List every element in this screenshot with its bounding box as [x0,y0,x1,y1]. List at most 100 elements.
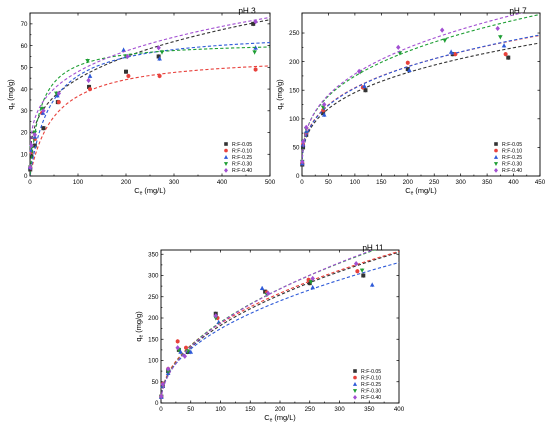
x-tick-label: 300 [334,406,345,413]
series-r-f-0-40-point [182,353,187,359]
legend-label: R:F-0.30 [502,162,522,168]
legend-label: R:F-0.30 [232,162,252,168]
series-r-f-0-30-point [159,50,165,55]
series-r-f-0-40-point [253,19,258,25]
x-tick-label: 100 [350,179,361,186]
legend-marker [223,155,229,159]
series-r-f-0-25-point [310,285,316,290]
x-tick-label: 400 [394,406,405,413]
series-r-f-0-10-point [183,345,188,350]
series-r-f-0-40-point [28,164,33,170]
legend-label: R:F-0.25 [361,382,381,388]
y-tick-label: 40 [21,86,28,93]
series-r-f-0-40-point [495,25,500,32]
legend-marker [353,369,357,373]
y-tick-label: 70 [21,21,28,28]
series-r-f-0-05-point [307,281,312,286]
series-r-f-0-40-point [125,53,130,60]
y-tick-label: 350 [148,251,159,258]
legend-marker [352,382,358,386]
series-r-f-0-25-point [188,349,194,354]
series-r-f-0-40-point [175,345,180,351]
legend-marker [223,162,229,166]
panel-ph-7: 0 50 100 150 200 250 300 350 400 450 0 50 100 150 200 2… [275,7,546,197]
series-r-f-0-40-point [159,393,164,399]
series-r-f-0-10-point [355,269,360,274]
x-axis-label: Ce (mg/L) [264,413,296,424]
y-axis-label: qe (mg/g) [6,79,17,109]
series-r-f-0-40-point [353,261,359,267]
series-r-f-0-10-point [253,67,258,72]
series-r-f-0-25-point [259,285,265,291]
y-axis-label: qe (mg/g) [275,79,286,109]
legend-label: R:F-0.10 [502,148,522,154]
x-tick-label: 150 [245,406,256,413]
series-r-f-0-25-point [87,73,93,78]
series-r-f-0-10-point [157,74,162,79]
series-r-f-0-40-point [322,101,327,108]
series-r-f-0-30-point [39,106,45,112]
series-r-f-0-25-point [55,93,60,98]
series-r-f-0-25-point [321,112,327,117]
y-tick-label: 10 [21,151,28,158]
series-r-f-0-05-fit-line [30,19,270,161]
series-r-f-0-25-point [407,67,412,72]
series-r-f-0-25-point [362,83,367,89]
series-r-f-0-40-point [304,124,309,130]
legend-marker [224,168,228,173]
x-tick-label: 400 [217,179,228,186]
legend-marker [352,389,358,393]
series-r-f-0-40-fit-line [302,13,524,163]
series-r-f-0-10-fit-line [161,250,399,399]
legend-marker [493,155,499,159]
series-r-f-0-30-point [252,50,257,55]
legend-marker [353,395,357,400]
y-tick-label: 50 [152,379,159,386]
series-r-f-0-10-point [175,339,180,344]
series-r-f-0-30-point [308,280,314,285]
legend-label: R:F-0.25 [502,155,522,161]
series-r-f-0-25-fit-line [161,261,399,399]
x-tick-label: 200 [403,179,414,186]
x-tick-label: 250 [305,406,316,413]
y-tick-label: 150 [148,336,159,343]
series-r-f-0-40-point [439,27,445,33]
series-r-f-0-10-fit-line [30,65,270,176]
y-tick-label: 30 [21,108,28,115]
series-r-f-0-40-point [356,68,362,74]
legend-label: R:F-0.25 [232,155,252,161]
legend-label: R:F-0.10 [232,148,252,154]
series-r-f-0-05-point [363,88,368,93]
series-r-f-0-05-point [506,55,511,60]
legend-label: R:F-0.10 [361,375,381,381]
series-r-f-0-05-point [321,111,326,116]
legend-label: R:F-0.40 [502,168,522,174]
series-r-f-0-25-point [501,43,507,48]
series-r-f-0-25-point [369,282,375,287]
legend-marker [353,375,357,380]
x-tick-label: 300 [456,179,467,186]
series-r-f-0-10-point [126,74,131,79]
series-r-f-0-40-point [265,290,271,296]
x-tick-label: 100 [73,179,84,186]
series-r-f-0-10-point [88,87,92,92]
y-axis-label: qe (mg/g) [134,311,145,341]
x-tick-label: 350 [482,179,493,186]
panel-title: pH 7 [509,7,527,16]
panel-title: pH 11 [362,244,384,253]
y-tick-label: 200 [148,315,159,322]
panel-title: pH 3 [238,7,256,16]
legend-marker [493,162,499,166]
x-tick-label: 350 [364,406,375,413]
series-r-f-0-05-point [41,126,46,131]
series-r-f-0-25-point [178,349,183,354]
series-r-f-0-40-point [396,44,401,50]
legend-label: R:F-0.40 [232,168,252,174]
series-r-f-0-40-point [156,45,161,51]
x-axis-label: Ce (mg/L) [134,186,166,197]
x-tick-label: 0 [159,406,163,413]
series-r-f-0-10-point [405,60,410,65]
series-r-f-0-30-point [397,51,403,56]
legend-marker [224,142,228,146]
series-r-f-0-40-point [310,275,315,282]
